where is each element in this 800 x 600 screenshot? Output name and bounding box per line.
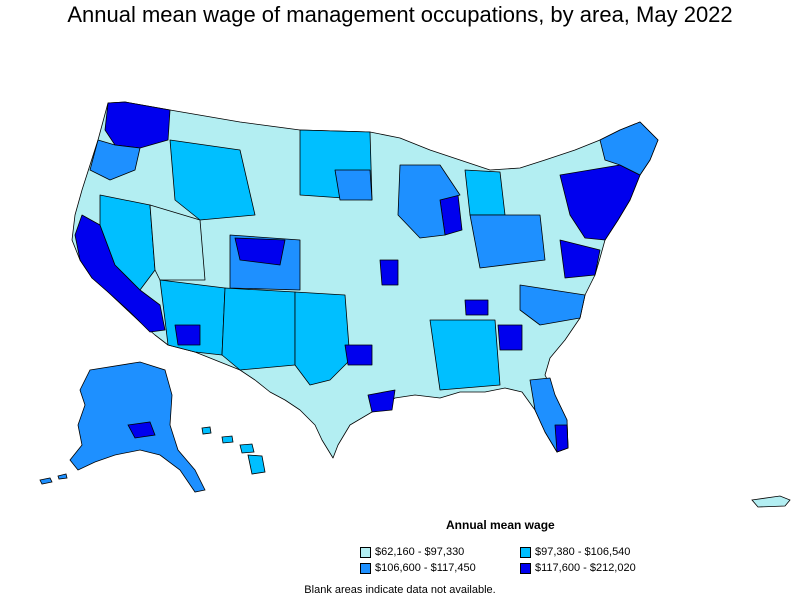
region-maui bbox=[239, 443, 255, 454]
legend-label-3: $106,600 - $117,450 bbox=[375, 562, 476, 574]
legend-swatch-3 bbox=[360, 562, 371, 574]
contiguous-us bbox=[71, 101, 659, 459]
legend-item-3: $106,600 - $117,450 bbox=[360, 562, 476, 574]
legend-item-2: $97,380 - $106,540 bbox=[520, 546, 630, 558]
legend-swatch-2 bbox=[520, 546, 531, 558]
legend-title: Annual mean wage bbox=[446, 518, 555, 532]
region-ohio-valley bbox=[469, 214, 546, 269]
region-puerto-rico bbox=[751, 495, 791, 508]
region-oahu bbox=[221, 435, 234, 444]
legend-item-4: $117,600 - $212,020 bbox=[520, 562, 636, 574]
region-atlanta bbox=[497, 324, 523, 351]
region-dc-virginia bbox=[559, 239, 601, 279]
region-big-island bbox=[247, 454, 266, 475]
region-seattle bbox=[104, 101, 171, 149]
region-anchorage bbox=[127, 421, 156, 439]
legend-label-1: $62,160 - $97,330 bbox=[375, 546, 465, 558]
legend-label-4: $117,600 - $212,020 bbox=[535, 562, 636, 574]
region-nashville bbox=[464, 299, 489, 316]
legend-item-1: $62,160 - $97,330 bbox=[360, 546, 464, 558]
region-houston bbox=[367, 389, 396, 413]
footnote: Blank areas indicate data not available. bbox=[304, 584, 496, 596]
region-miami bbox=[554, 424, 569, 453]
map-title: Annual mean wage of management occupatio… bbox=[67, 2, 733, 27]
region-denver bbox=[234, 237, 286, 266]
region-kauai bbox=[201, 426, 212, 435]
region-oregon bbox=[89, 139, 141, 181]
region-kansas-city bbox=[379, 259, 399, 286]
region-new-england bbox=[599, 121, 659, 176]
region-dallas bbox=[344, 344, 373, 366]
legend-swatch-4 bbox=[520, 562, 531, 574]
legend-label-2: $97,380 - $106,540 bbox=[535, 546, 631, 558]
region-idaho-wyoming bbox=[169, 139, 256, 221]
region-utah bbox=[149, 204, 206, 281]
region-minnesota bbox=[334, 169, 373, 201]
region-midwest bbox=[397, 164, 461, 239]
legend-swatch-1 bbox=[360, 546, 371, 558]
region-aleutians bbox=[39, 473, 68, 485]
region-michigan bbox=[464, 169, 506, 216]
region-new-mexico bbox=[221, 287, 296, 371]
region-phoenix bbox=[174, 324, 201, 346]
region-carolinas bbox=[519, 284, 586, 326]
region-texas-west bbox=[294, 291, 351, 386]
region-southeast bbox=[429, 319, 501, 391]
hawaii bbox=[201, 426, 266, 475]
